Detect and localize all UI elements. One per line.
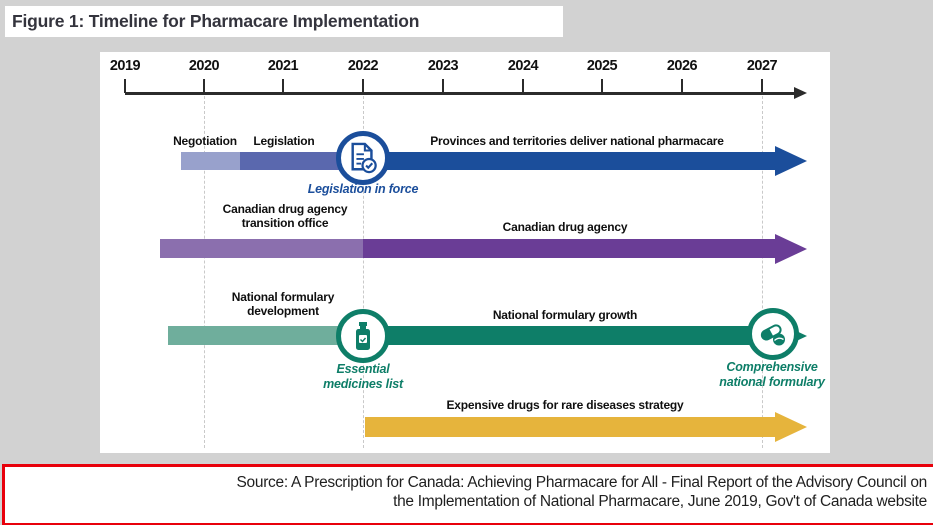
milestone-eml-line1: Essential bbox=[336, 362, 390, 376]
segment-label-formulary-dev-line2: development bbox=[247, 304, 319, 318]
year-tick-label: 2019 bbox=[109, 58, 141, 74]
segment-label-formulary-development: National formulary development bbox=[183, 290, 383, 318]
segment-label-legislation: Legislation bbox=[253, 134, 315, 148]
timeline-axis-arrow-icon bbox=[794, 87, 807, 99]
milestone-cnf-line1: Comprehensive bbox=[726, 360, 818, 374]
segment-label-transition-line2: transition office bbox=[241, 216, 329, 230]
source-line1: Source: A Prescription for Canada: Achie… bbox=[236, 474, 928, 491]
segment-label-formulary-growth: National formulary growth bbox=[492, 308, 638, 322]
year-tick-label: 2021 bbox=[267, 58, 299, 74]
year-tick bbox=[761, 79, 763, 93]
timeline-axis bbox=[125, 92, 795, 95]
gridline-2027 bbox=[762, 96, 763, 448]
year-tick bbox=[442, 79, 444, 93]
figure-title: Figure 1: Timeline for Pharmacare Implem… bbox=[12, 11, 420, 31]
segment-label-negotiation: Negotiation bbox=[173, 134, 237, 148]
segment-label-transition-line1: Canadian drug agency bbox=[222, 202, 348, 216]
year-tick-label: 2023 bbox=[427, 58, 459, 74]
year-tick bbox=[282, 79, 284, 93]
year-tick-label: 2026 bbox=[666, 58, 698, 74]
segment-label-drug-agency: Canadian drug agency bbox=[502, 220, 628, 234]
year-tick bbox=[522, 79, 524, 93]
bar-drug-agency bbox=[363, 239, 775, 258]
medicine-bottle-icon bbox=[336, 309, 390, 363]
year-tick bbox=[681, 79, 683, 93]
segment-label-formulary-dev-line1: National formulary bbox=[231, 290, 335, 304]
bar-rare-diseases-arrow-icon bbox=[775, 412, 807, 442]
milestone-label-legislation-in-force: Legislation in force bbox=[307, 182, 419, 196]
segment-label-provinces-deliver: Provinces and territories deliver nation… bbox=[430, 134, 724, 148]
year-tick-label: 2022 bbox=[347, 58, 379, 74]
timeline-panel: 2019 2020 2021 2022 2023 2024 2025 2026 … bbox=[100, 52, 830, 453]
bar-transition-office bbox=[160, 239, 363, 258]
figure-title-bar: Figure 1: Timeline for Pharmacare Implem… bbox=[5, 6, 563, 37]
source-line2: the Implementation of National Pharmacar… bbox=[393, 493, 927, 510]
milestone-eml-line2: medicines list bbox=[323, 377, 403, 391]
milestone-label-essential-medicines: Essential medicines list bbox=[288, 362, 438, 392]
gridline-2022 bbox=[363, 96, 364, 448]
year-tick-label: 2025 bbox=[586, 58, 618, 74]
bar-negotiation bbox=[181, 152, 240, 170]
bar-formulary-development bbox=[168, 326, 363, 345]
bar-drug-agency-arrow-icon bbox=[775, 233, 807, 264]
year-tick-label: 2027 bbox=[746, 58, 778, 74]
bar-provinces-deliver bbox=[363, 152, 775, 170]
year-tick bbox=[203, 79, 205, 93]
segment-label-transition-office: Canadian drug agency transition office bbox=[185, 202, 385, 230]
source-citation-box: Source: A Prescription for Canada: Achie… bbox=[2, 464, 933, 525]
year-tick bbox=[601, 79, 603, 93]
bar-rare-diseases bbox=[365, 417, 775, 437]
year-tick bbox=[362, 79, 364, 93]
bar-legislation bbox=[240, 152, 363, 170]
document-check-icon bbox=[336, 131, 390, 185]
pills-icon bbox=[747, 308, 799, 360]
bar-provinces-arrow-icon bbox=[775, 146, 807, 176]
year-tick-label: 2024 bbox=[507, 58, 539, 74]
bar-formulary-growth bbox=[363, 326, 775, 345]
milestone-label-comprehensive-formulary: Comprehensive national formulary bbox=[682, 360, 862, 390]
year-tick-label: 2020 bbox=[188, 58, 220, 74]
milestone-cnf-line2: national formulary bbox=[719, 375, 825, 389]
gridline-2020 bbox=[204, 96, 205, 448]
year-tick bbox=[124, 79, 126, 93]
segment-label-rare-diseases: Expensive drugs for rare diseases strate… bbox=[446, 398, 684, 412]
